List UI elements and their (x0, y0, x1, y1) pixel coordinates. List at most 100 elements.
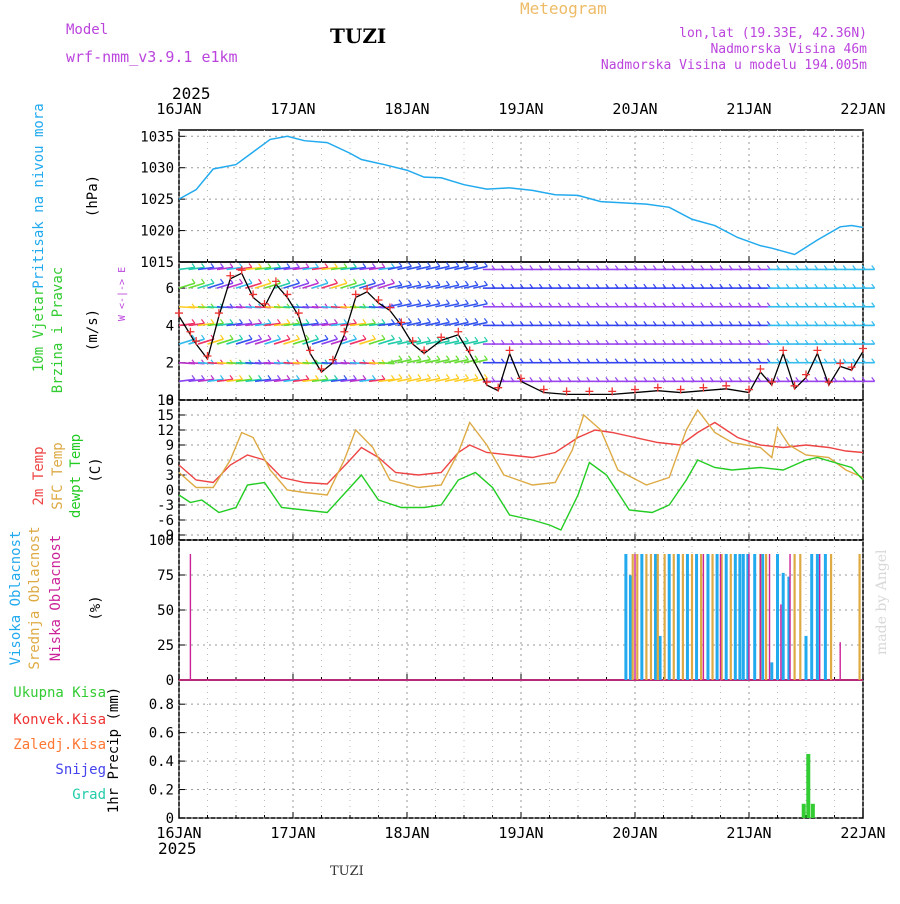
wind-barb (254, 338, 272, 345)
wind-barb-tick (417, 373, 422, 379)
wind-gust-marker (363, 284, 372, 293)
precip-bar (810, 803, 815, 818)
wind-barb (454, 302, 469, 308)
wind-gust-marker (437, 333, 446, 342)
wind-barb-tick (445, 262, 450, 267)
wind-barb-tick (220, 334, 224, 340)
x-tick-label-bottom: 17JAN (270, 824, 315, 842)
wind-barb (397, 321, 412, 327)
model-name: wrf-nmm_v3.9.1 e1km (66, 48, 238, 66)
wind-barb-tick (352, 278, 357, 284)
wind-gust-marker (494, 383, 503, 392)
wind-barb (178, 338, 196, 345)
wind-barb-tick (398, 355, 403, 361)
wind-barb (444, 358, 460, 364)
wind-barb-tick (295, 334, 300, 340)
wind-barb (368, 266, 386, 271)
x-tick-label-bottom: 18JAN (384, 824, 429, 842)
wind-barb (435, 284, 450, 289)
wind-barb (207, 338, 224, 345)
wind-barb-tick (417, 336, 422, 342)
wind-barb (178, 266, 196, 271)
wind-barb-tick (371, 374, 376, 380)
wind-barb-tick (455, 373, 460, 379)
wind-barb-tick (426, 262, 431, 267)
wind-barb-tick (436, 262, 441, 267)
wind-gust-marker (328, 355, 337, 364)
wind-barb (425, 265, 441, 271)
wind-barb-tick (210, 319, 215, 324)
precip-bar (801, 803, 806, 818)
low-cloud-title: Niska Oblacnost (48, 535, 64, 661)
wind-barb-tick (436, 355, 441, 361)
wind-barb-tick (426, 373, 431, 379)
wind-barb-tick (267, 319, 272, 324)
wind-barb (226, 322, 243, 327)
wind-barb-tick (239, 278, 243, 284)
wind-barb-tick (445, 299, 450, 305)
wind-gust-marker (203, 351, 212, 360)
y-tick-label: 0 (166, 673, 174, 689)
wind-barb (311, 322, 329, 327)
wind-barb-tick (239, 374, 243, 380)
wind-barb-tick (343, 374, 348, 380)
wind-barb-tick (295, 263, 300, 268)
wind-barb (302, 378, 319, 383)
wind-barb-tick (295, 319, 300, 324)
wind-barb (207, 282, 224, 289)
y-tick-label: 75 (157, 568, 174, 584)
wind-barb-tick (295, 278, 300, 284)
wind-barb-tick (381, 319, 386, 324)
wind-barb (254, 378, 272, 383)
y-tick-label: 1030 (140, 161, 174, 177)
pressure-line (178, 135, 864, 256)
wind-barb-tick (871, 283, 876, 289)
wind-gust-marker (420, 346, 429, 355)
wind-barb-tick (267, 263, 272, 268)
wind-barb-tick (257, 263, 262, 268)
wind-barb (444, 377, 460, 383)
sfc-temp-title: SFC Temp (50, 442, 66, 509)
wind-barb (463, 265, 479, 271)
wind-gust-marker (859, 344, 867, 353)
wind-barb (473, 302, 488, 308)
precip-unit: 1hr Precip (mm) (106, 687, 122, 813)
wind-barb (368, 322, 386, 327)
wind-barb-tick (362, 374, 367, 380)
wind-barb (216, 378, 234, 383)
wind-barb (444, 284, 460, 289)
wind-barb (387, 265, 403, 271)
wind-barb-tick (201, 319, 205, 324)
wind-gust-marker (779, 346, 788, 355)
wind-barb-tick (201, 334, 205, 340)
high-cloud-title: Visoka Oblacnost (8, 531, 24, 666)
wind-barbs-group (178, 262, 876, 383)
wind-barb-tick (455, 262, 460, 267)
wind-barb (473, 358, 488, 364)
wind-barb-tick (474, 373, 479, 379)
precip-bar (806, 753, 811, 818)
wind-gust-marker (790, 381, 799, 390)
wind-gust-marker (294, 309, 303, 318)
wind-barb-tick (191, 319, 196, 324)
y-tick-label: -6 (157, 513, 174, 529)
wind-barb-tick (464, 336, 469, 342)
wind-barb (416, 302, 431, 308)
wind-barb (368, 378, 386, 383)
wind-barb-tick (220, 278, 224, 284)
wind-barb (406, 265, 422, 271)
y-tick-label: -9 (157, 528, 174, 544)
x-tick-label-top: 20JAN (612, 100, 657, 118)
temp-2m-title: 2m Temp (31, 446, 47, 505)
wind-gust-marker (631, 385, 639, 394)
wind-barb (454, 321, 469, 327)
wind-barb (235, 266, 253, 271)
wind-barb (330, 338, 348, 345)
wind-gust-marker (505, 346, 514, 355)
wind-barb (425, 377, 441, 383)
wind-barb-tick (191, 374, 196, 380)
wind-barb-tick (220, 263, 224, 268)
wind-barb-tick (371, 319, 376, 324)
wind-barb-tick (324, 374, 329, 380)
wind-gust-marker (539, 385, 548, 394)
